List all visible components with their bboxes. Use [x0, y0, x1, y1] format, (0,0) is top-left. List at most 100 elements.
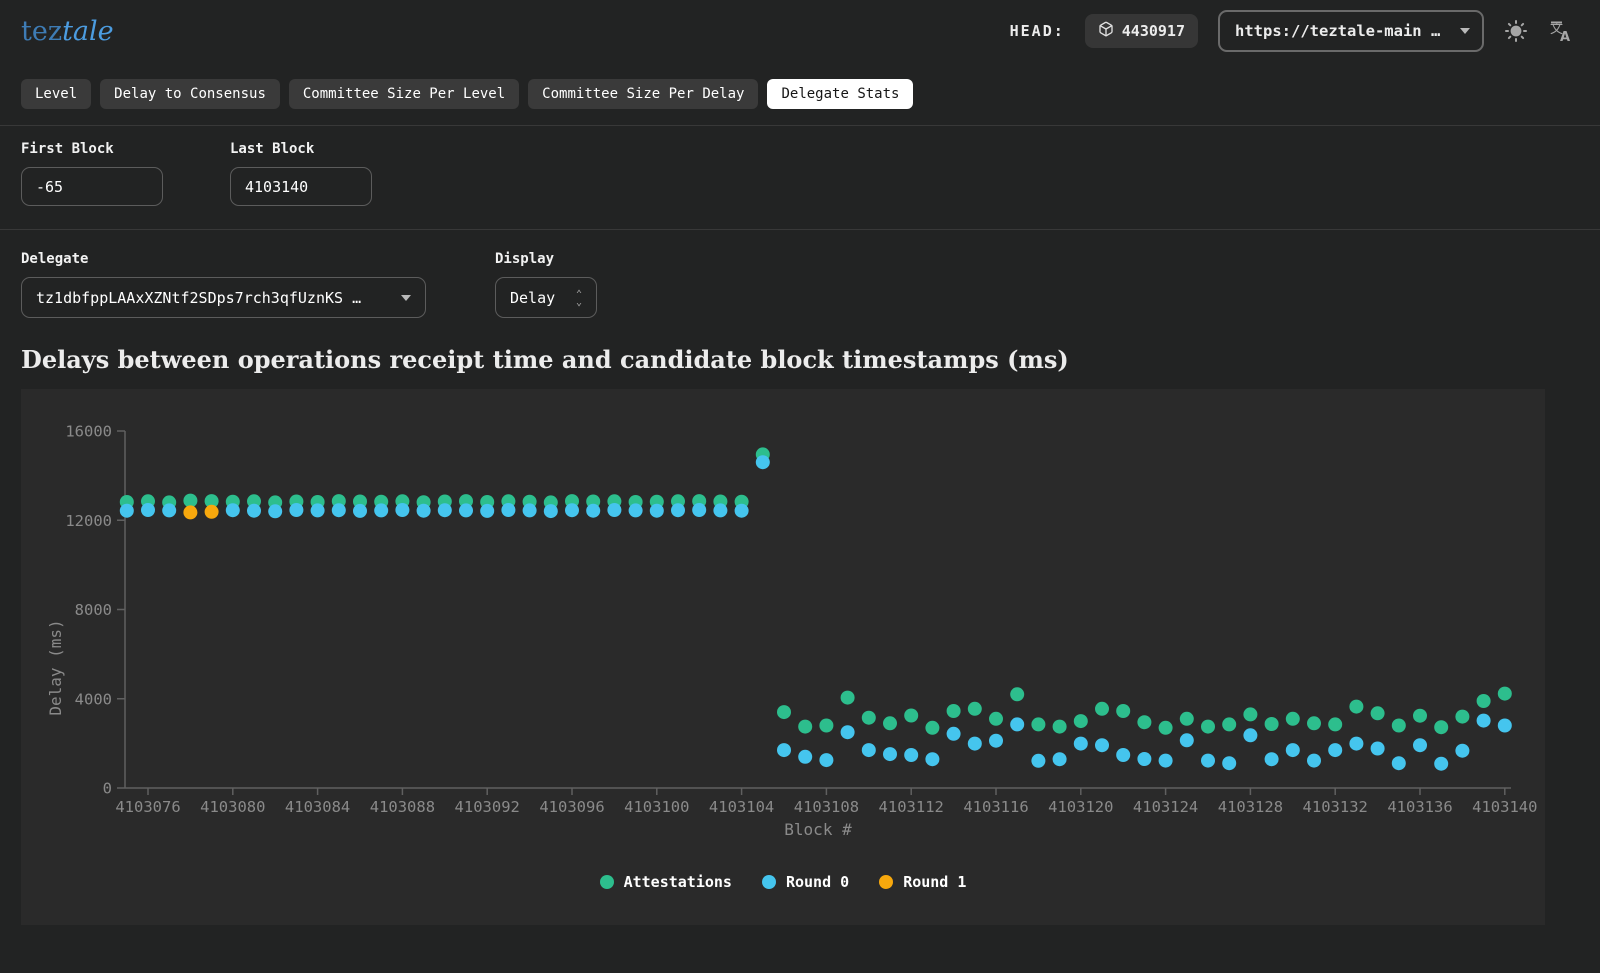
scatter-point-round-0: [777, 743, 791, 757]
y-tick-label: 0: [103, 780, 112, 798]
scatter-point-attestations: [1349, 700, 1363, 714]
scatter-point-attestations: [1031, 717, 1045, 731]
scatter-point-round-0: [1222, 756, 1236, 770]
scatter-point-round-0: [989, 734, 1003, 748]
scatter-point-round-0: [671, 503, 685, 517]
scatter-point-round-0: [311, 503, 325, 517]
scatter-point-round-0: [1477, 714, 1491, 728]
display-field: Display Delay ⌃⌃: [495, 251, 597, 318]
x-tick-label: 4103124: [1133, 798, 1198, 816]
scatter-point-round-0: [565, 503, 579, 517]
scatter-point-round-0: [1159, 754, 1173, 768]
scatter-point-round-0: [1413, 738, 1427, 752]
scatter-point-round-0: [1031, 754, 1045, 768]
scatter-point-attestations: [989, 712, 1003, 726]
scatter-point-attestations: [1222, 717, 1236, 731]
app-header: teztale HEAD: 4430917 https://teztale-ma…: [0, 0, 1600, 62]
scatter-point-round-0: [141, 503, 155, 517]
scatter-point-attestations: [1413, 709, 1427, 723]
display-value: Delay: [510, 289, 555, 307]
scatter-point-round-0: [1053, 752, 1067, 766]
chevron-down-icon: [1460, 28, 1470, 34]
delegate-value: tz1dbfppLAAxXZNtf2SDps7rch3qfUznKS …: [36, 289, 361, 307]
scatter-point-round-0: [332, 503, 346, 517]
scatter-point-round-0: [1265, 752, 1279, 766]
cube-icon: [1098, 21, 1114, 41]
scatter-point-attestations: [1498, 687, 1512, 701]
scatter-point-attestations: [777, 705, 791, 719]
endpoint-dropdown[interactable]: https://teztale-main …: [1218, 10, 1484, 52]
legend-dot-attestations: [600, 875, 614, 889]
tab-delegate-stats[interactable]: Delegate Stats: [767, 79, 913, 109]
x-tick-label: 4103084: [285, 798, 350, 816]
scatter-point-round-0: [1137, 752, 1151, 766]
last-block-input[interactable]: 4103140: [230, 167, 372, 206]
first-block-field: First Block -65: [21, 141, 163, 206]
scatter-point-round-0: [162, 503, 176, 517]
scatter-point-round-0: [947, 727, 961, 741]
scatter-point-attestations: [1265, 717, 1279, 731]
tab-delay-to-consensus[interactable]: Delay to Consensus: [100, 79, 280, 109]
translate-icon: 文 A: [1548, 18, 1574, 44]
delegate-dropdown[interactable]: tz1dbfppLAAxXZNtf2SDps7rch3qfUznKS …: [21, 277, 426, 318]
scatter-point-attestations: [1455, 710, 1469, 724]
scatter-point-round-0: [1371, 742, 1385, 756]
scatter-point-attestations: [925, 721, 939, 735]
scatter-point-round-0: [1434, 757, 1448, 771]
scatter-point-round-0: [120, 504, 134, 518]
scatter-point-attestations: [1328, 717, 1342, 731]
legend-item-round-1[interactable]: Round 1: [879, 873, 966, 891]
scatter-point-attestations: [1159, 721, 1173, 735]
scatter-point-attestations: [904, 709, 918, 723]
scatter-point-attestations: [1371, 706, 1385, 720]
scatter-point-attestations: [1477, 694, 1491, 708]
legend-dot-round-1: [879, 875, 893, 889]
logo-text-tez: tez: [21, 16, 62, 47]
scatter-point-attestations: [1434, 720, 1448, 734]
scatter-point-round-0: [586, 504, 600, 518]
head-block-badge[interactable]: 4430917: [1085, 14, 1198, 48]
scatter-point-attestations: [1307, 716, 1321, 730]
scatter-point-round-0: [968, 737, 982, 751]
first-block-value: -65: [36, 178, 63, 196]
scatter-point-round-0: [841, 725, 855, 739]
theme-toggle-button[interactable]: [1504, 19, 1528, 43]
app-logo[interactable]: teztale: [21, 18, 114, 45]
scatter-point-round-0: [1498, 719, 1512, 733]
scatter-point-attestations: [819, 719, 833, 733]
scatter-point-round-0: [692, 503, 706, 517]
x-tick-label: 4103140: [1472, 798, 1537, 816]
last-block-field: Last Block 4103140: [230, 141, 372, 206]
first-block-input[interactable]: -65: [21, 167, 163, 206]
x-tick-label: 4103112: [879, 798, 944, 816]
tab-committee-size-per-delay[interactable]: Committee Size Per Delay: [528, 79, 758, 109]
x-tick-label: 4103116: [963, 798, 1028, 816]
tab-level[interactable]: Level: [21, 79, 91, 109]
scatter-point-attestations: [1095, 702, 1109, 716]
scatter-point-round-0: [1455, 744, 1469, 758]
scatter-point-round-0: [883, 747, 897, 761]
scatter-point-round-0: [374, 503, 388, 517]
scatter-point-attestations: [1116, 704, 1130, 718]
last-block-value: 4103140: [245, 178, 308, 196]
scatter-point-attestations: [883, 716, 897, 730]
scatter-point-round-0: [798, 750, 812, 764]
display-select[interactable]: Delay ⌃⌃: [495, 277, 597, 318]
x-axis-title: Block #: [784, 820, 852, 839]
legend-dot-round-0: [762, 875, 776, 889]
scatter-point-round-0: [523, 503, 537, 517]
logo-text-tale: tale: [62, 16, 114, 47]
language-button[interactable]: 文 A: [1548, 18, 1574, 44]
scatter-point-attestations: [1180, 712, 1194, 726]
scatter-point-attestations: [1201, 720, 1215, 734]
legend-item-round-0[interactable]: Round 0: [762, 873, 849, 891]
scatter-point-attestations: [1053, 720, 1067, 734]
y-tick-label: 12000: [65, 512, 112, 530]
x-tick-label: 4103096: [539, 798, 604, 816]
scatter-point-round-0: [480, 504, 494, 518]
scatter-point-round-0: [629, 503, 643, 517]
legend-item-attestations[interactable]: Attestations: [600, 873, 732, 891]
delegate-section: Delegate tz1dbfppLAAxXZNtf2SDps7rch3qfUz…: [0, 230, 1600, 318]
scatter-point-round-0: [1095, 738, 1109, 752]
tab-committee-size-per-level[interactable]: Committee Size Per Level: [289, 79, 519, 109]
